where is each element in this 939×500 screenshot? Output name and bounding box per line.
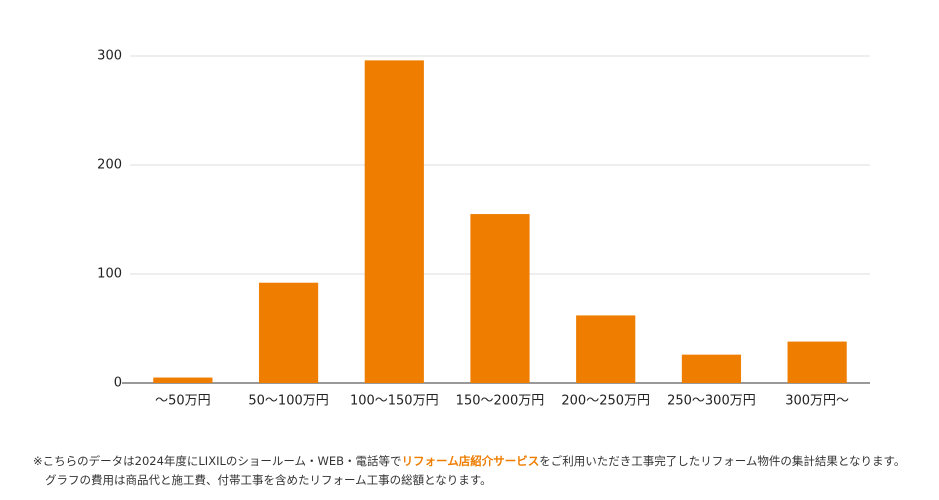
x-tick-label: 150〜200万円	[456, 394, 545, 409]
footnote-text: ※こちらのデータは2024年度にLIXILのショールーム・WEB・電話等で	[33, 454, 402, 468]
chart: 0 100 200 300 〜50万円 50〜100万円 100〜150万円 150〜200万…	[97, 49, 870, 409]
x-tick-label: 〜50万円	[155, 394, 211, 409]
y-tick-label: 100	[97, 267, 122, 282]
footnote-line: グラフの費用は商品代と施工費、付帯工事を含めたリフォーム工事の総額となります。	[45, 473, 492, 487]
bar	[470, 214, 530, 383]
x-tick-label: 200〜250万円	[561, 394, 650, 409]
bar	[681, 354, 742, 383]
footnote-line: ※こちらのデータは2024年度にLIXILのショールーム・WEB・電話等でリフォ…	[33, 452, 933, 471]
bar	[258, 282, 319, 383]
footnote: ※こちらのデータは2024年度にLIXILのショールーム・WEB・電話等でリフォ…	[33, 452, 933, 490]
bar	[787, 341, 847, 383]
y-tick-label: 0	[114, 376, 122, 391]
y-tick-label: 300	[97, 49, 122, 64]
bar	[576, 315, 636, 383]
x-tick-label: 250〜300万円	[667, 394, 756, 409]
bar	[364, 60, 424, 384]
footnote-link[interactable]: リフォーム店紹介サービス	[401, 454, 540, 468]
x-tick-label: 300万円〜	[785, 394, 849, 409]
x-tick-label: 100〜150万円	[350, 394, 439, 409]
footnote-text: をご利用いただき工事完了したリフォーム物件の集計結果となります。	[539, 454, 906, 468]
x-tick-label: 50〜100万円	[248, 394, 328, 409]
y-tick-label: 200	[97, 158, 122, 173]
bar	[153, 377, 213, 383]
